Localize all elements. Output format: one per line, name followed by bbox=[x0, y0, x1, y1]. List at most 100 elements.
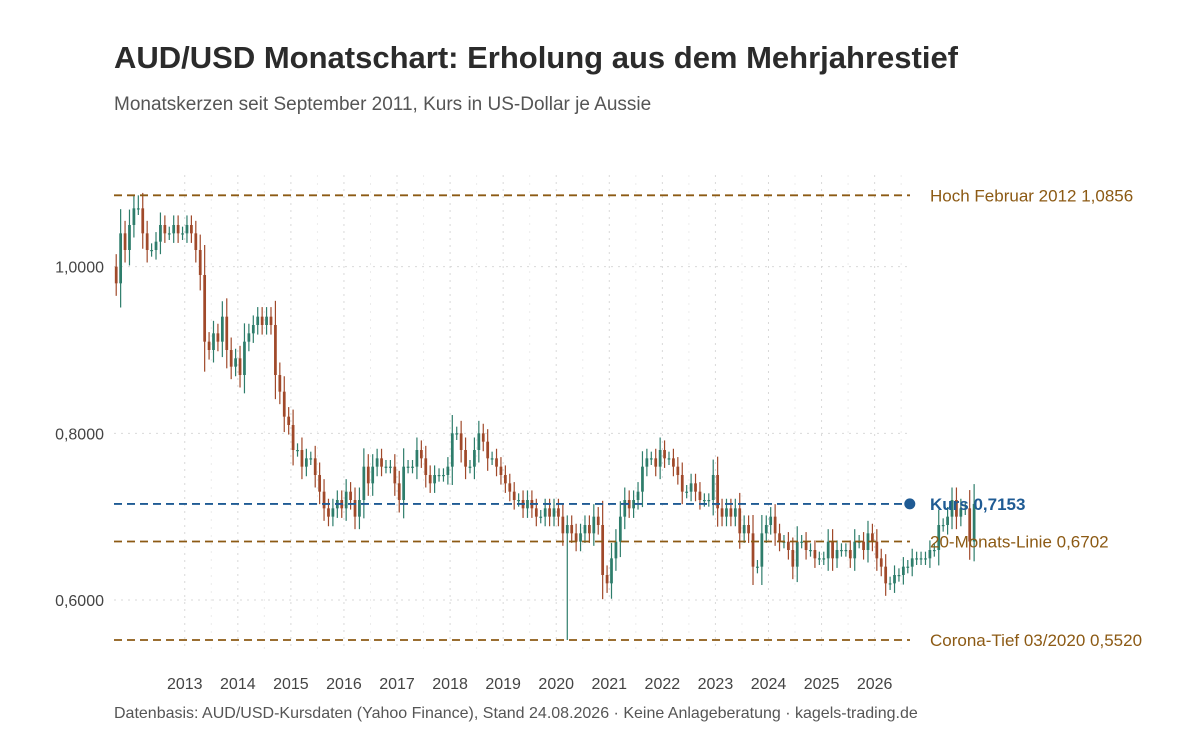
candle-body bbox=[756, 566, 759, 568]
candle-body bbox=[322, 491, 326, 509]
candle-body bbox=[565, 525, 569, 534]
candle-body bbox=[437, 475, 441, 477]
candle-body bbox=[181, 233, 184, 235]
candle-body bbox=[419, 450, 423, 459]
candle-body bbox=[508, 483, 512, 492]
candle-body bbox=[433, 475, 436, 484]
candle-body bbox=[163, 225, 167, 234]
candle-body bbox=[579, 533, 582, 542]
candle-body bbox=[817, 558, 821, 560]
candle-body bbox=[893, 575, 896, 584]
candle-body bbox=[256, 316, 260, 325]
candle-body bbox=[349, 491, 352, 500]
candle-body bbox=[526, 500, 529, 509]
candle-body bbox=[234, 358, 237, 367]
candle-body bbox=[415, 450, 419, 467]
candle-body bbox=[477, 433, 481, 450]
candle-body bbox=[844, 550, 848, 552]
candle-body bbox=[636, 491, 640, 500]
candle-body bbox=[915, 558, 919, 560]
candle-body bbox=[658, 450, 662, 467]
candle-body bbox=[694, 483, 697, 492]
candle-body bbox=[198, 250, 202, 275]
candle-body bbox=[194, 233, 198, 250]
x-tick-label: 2020 bbox=[538, 676, 574, 693]
x-tick-label: 2016 bbox=[326, 676, 362, 693]
candle-body bbox=[393, 466, 397, 484]
candle-body bbox=[632, 500, 635, 509]
candle-body bbox=[725, 508, 728, 517]
candle-body bbox=[941, 525, 945, 527]
candle-body bbox=[879, 558, 883, 567]
candle-body bbox=[411, 466, 414, 468]
candle-body bbox=[282, 391, 286, 417]
candle-body bbox=[946, 516, 949, 525]
x-tick-label: 2024 bbox=[751, 676, 787, 693]
candle-body bbox=[353, 500, 357, 517]
candle-body bbox=[446, 466, 450, 475]
candle-body bbox=[875, 541, 879, 559]
candle-body bbox=[455, 433, 459, 435]
candle-body bbox=[924, 558, 927, 560]
candle-body bbox=[937, 525, 941, 550]
candle-body bbox=[154, 241, 158, 250]
candle-body bbox=[150, 250, 153, 252]
candle-body bbox=[928, 550, 932, 559]
candle-body bbox=[738, 508, 742, 534]
candle-body bbox=[114, 266, 118, 284]
candle-body bbox=[309, 458, 313, 460]
candle-body bbox=[243, 341, 246, 375]
x-tick-label: 2015 bbox=[273, 676, 309, 693]
candle-body bbox=[495, 458, 498, 467]
reference-lines: Hoch Februar 2012 1,0856 Kurs 0,7153 20-Mo… bbox=[114, 186, 1142, 650]
candle-body bbox=[835, 550, 839, 559]
candle-body bbox=[570, 525, 574, 534]
x-tick-label: 2017 bbox=[379, 676, 415, 693]
candle-body bbox=[791, 550, 795, 567]
candle-body bbox=[229, 350, 233, 367]
candle-body bbox=[742, 525, 746, 534]
candle-body bbox=[331, 508, 335, 517]
candle-body bbox=[649, 458, 653, 460]
candle-body bbox=[778, 533, 781, 542]
candle-body bbox=[304, 458, 308, 467]
candle-body bbox=[212, 333, 215, 350]
candle-body bbox=[358, 500, 361, 517]
candle-body bbox=[238, 358, 242, 375]
candle-body bbox=[663, 450, 666, 459]
candle-body bbox=[950, 500, 954, 517]
candle-body bbox=[862, 541, 865, 550]
candle-body bbox=[623, 500, 627, 517]
candle-body bbox=[884, 566, 888, 584]
candle-body bbox=[327, 508, 330, 517]
candle-body bbox=[809, 550, 812, 552]
candle-body bbox=[389, 466, 392, 468]
candle-body bbox=[689, 483, 693, 492]
candle-body bbox=[605, 575, 609, 584]
candle-body bbox=[561, 516, 565, 534]
candle-body bbox=[769, 516, 773, 525]
candle-body bbox=[318, 475, 322, 492]
candle-body bbox=[972, 503, 976, 542]
reference-label: Kurs 0,7153 bbox=[930, 495, 1025, 514]
candle-body bbox=[680, 475, 684, 492]
grid bbox=[114, 175, 910, 650]
candle-body bbox=[159, 225, 162, 242]
candle-body bbox=[260, 316, 264, 325]
candle-body bbox=[543, 508, 547, 517]
candle-body bbox=[512, 491, 516, 500]
candle-body bbox=[831, 541, 834, 559]
candle-body bbox=[645, 458, 649, 467]
x-tick-label: 2026 bbox=[857, 676, 893, 693]
candle-body bbox=[132, 208, 136, 225]
candle-body bbox=[220, 316, 224, 342]
candle-body bbox=[955, 500, 958, 517]
candle-body bbox=[716, 475, 720, 509]
candle-body bbox=[216, 333, 220, 342]
candle-body bbox=[442, 475, 445, 477]
x-tick-label: 2025 bbox=[804, 676, 840, 693]
candle-body bbox=[265, 316, 268, 325]
candle-body bbox=[795, 541, 799, 567]
x-tick-label: 2021 bbox=[591, 676, 627, 693]
